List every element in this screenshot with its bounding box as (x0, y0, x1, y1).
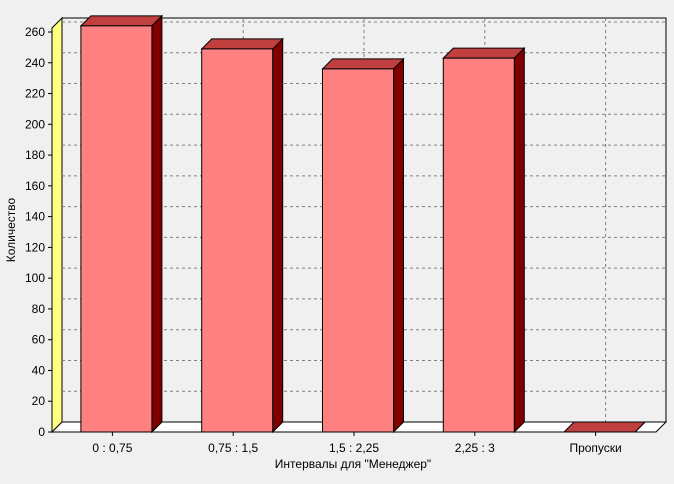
bar-side (272, 37, 284, 434)
x-tick-label: 0 : 0,75 (92, 441, 132, 455)
bar-side (151, 14, 163, 434)
bar-side (393, 57, 404, 434)
y-tick-label: 260 (25, 25, 45, 39)
bar (79, 14, 164, 434)
left-wall (51, 16, 63, 434)
y-tick-label: 100 (25, 271, 45, 285)
bar-front (442, 57, 515, 433)
y-tick-label: 180 (25, 148, 45, 162)
y-tick-label: 0 (38, 425, 45, 439)
x-tick-label: 0,75 : 1,5 (208, 441, 258, 455)
x-tick-label: Пропуски (569, 441, 621, 455)
bar-front (322, 68, 394, 433)
bar (442, 46, 526, 434)
chart-bars (79, 14, 647, 434)
bar-top (200, 38, 284, 50)
bar-front (201, 48, 274, 433)
bar-top (321, 58, 405, 70)
y-tick-label: 160 (25, 179, 45, 193)
bar-top (562, 421, 647, 433)
x-tick-label: 1,5 : 2,25 (329, 441, 379, 455)
y-tick-label: 60 (32, 333, 46, 347)
bar (321, 57, 405, 434)
y-tick-label: 240 (25, 56, 45, 70)
y-tick-label: 80 (32, 302, 46, 316)
y-tick-label: 40 (32, 363, 46, 377)
bar-side (513, 46, 525, 434)
bar (562, 421, 647, 433)
bar-top (442, 47, 526, 59)
y-tick-label: 140 (25, 210, 45, 224)
chart-axes: 0 20 40 60 80 100 120 140 160 180 200 220 240 260 0 : … (25, 25, 656, 455)
y-tick-label: 120 (25, 240, 45, 254)
x-axis-label: Интервалы для "Менеджер" (275, 457, 431, 471)
x-tick-label: 2,25 : 3 (455, 441, 495, 455)
y-tick-label: 200 (25, 117, 45, 131)
y-tick-label: 220 (25, 87, 45, 101)
bar-top (79, 15, 164, 27)
bar-front (80, 25, 153, 433)
bar (200, 37, 284, 434)
y-axis-label: Количество (4, 197, 18, 262)
y-tick-label: 20 (32, 394, 46, 408)
